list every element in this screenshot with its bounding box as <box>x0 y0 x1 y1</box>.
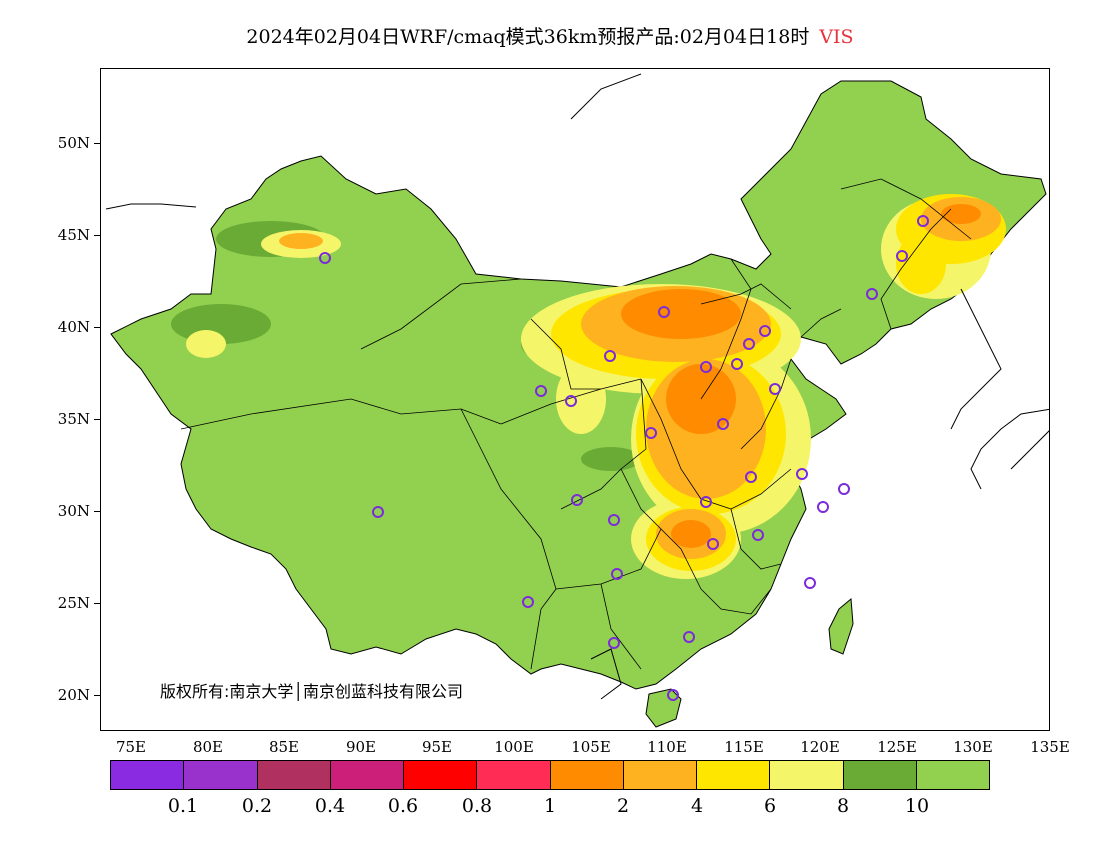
colorbar-swatch <box>916 761 989 789</box>
lat-tick-40: 40N <box>57 318 90 336</box>
hainan-island <box>645 688 682 728</box>
colorbar-swatch <box>477 761 551 789</box>
lat-tickmark <box>94 511 100 512</box>
lat-tick-25: 25N <box>57 594 90 612</box>
lat-tickmark <box>94 235 100 236</box>
map-frame <box>100 68 1050 731</box>
lon-tick-110: 110E <box>647 738 687 756</box>
colorbar-label: 2 <box>616 795 630 817</box>
colorbar-label: 0.4 <box>314 795 346 817</box>
colorbar-label: 4 <box>690 795 704 817</box>
colorbar <box>110 760 990 790</box>
colorbar-swatch <box>697 761 771 789</box>
lon-tick-125: 125E <box>877 738 917 756</box>
colorbar-label: 1 <box>543 795 557 817</box>
lon-tick-135: 135E <box>1030 738 1070 756</box>
lon-tick-95: 95E <box>421 738 453 756</box>
lon-tick-120: 120E <box>800 738 840 756</box>
lat-tick-30: 30N <box>57 502 90 520</box>
colorbar-swatch <box>257 761 331 789</box>
colorbar-swatch <box>330 761 404 789</box>
lon-tick-80: 80E <box>192 738 224 756</box>
lon-tick-115: 115E <box>724 738 764 756</box>
lat-tick-50: 50N <box>57 134 90 152</box>
colorbar-swatch <box>111 761 185 789</box>
colorbar-label: 0.8 <box>461 795 493 817</box>
taiwan-island <box>828 597 854 655</box>
lat-tick-35: 35N <box>57 410 90 428</box>
variable-label: VIS <box>819 26 854 48</box>
title-text: 2024年02月04日WRF/cmaq模式36km预报产品:02月04日18时 <box>246 26 810 48</box>
lat-tickmark <box>94 143 100 144</box>
map-canvas <box>105 73 1049 728</box>
lon-tick-85: 85E <box>268 738 300 756</box>
colorbar-swatch <box>770 761 844 789</box>
colorbar-label: 6 <box>763 795 777 817</box>
colorbar-swatch <box>843 761 917 789</box>
colorbar-swatch <box>184 761 258 789</box>
colorbar-label: 8 <box>836 795 850 817</box>
neighbour-coastlines <box>105 73 1049 700</box>
lat-tick-20: 20N <box>57 686 90 704</box>
colorbar-label: 0.1 <box>167 795 199 817</box>
lat-tick-45: 45N <box>57 226 90 244</box>
colorbar-swatch <box>623 761 697 789</box>
lon-tick-90: 90E <box>345 738 377 756</box>
colorbar-swatch <box>550 761 624 789</box>
lat-tickmark <box>94 327 100 328</box>
lon-tick-75: 75E <box>115 738 147 756</box>
lat-tickmark <box>94 419 100 420</box>
colorbar-label: 10 <box>904 795 930 817</box>
lat-tickmark <box>94 695 100 696</box>
colorbar-label: 0.6 <box>387 795 419 817</box>
lon-tick-130: 130E <box>953 738 993 756</box>
map-title: 2024年02月04日WRF/cmaq模式36km预报产品:02月04日18时 V… <box>0 22 1100 49</box>
colorbar-label: 0.2 <box>241 795 273 817</box>
colorbar-swatch <box>404 761 478 789</box>
station-markers <box>319 215 929 701</box>
lon-tick-105: 105E <box>571 738 611 756</box>
lat-tickmark <box>94 603 100 604</box>
copyright-text: 版权所有:南京大学│南京创蓝科技有限公司 <box>160 682 464 701</box>
lon-tick-100: 100E <box>494 738 534 756</box>
